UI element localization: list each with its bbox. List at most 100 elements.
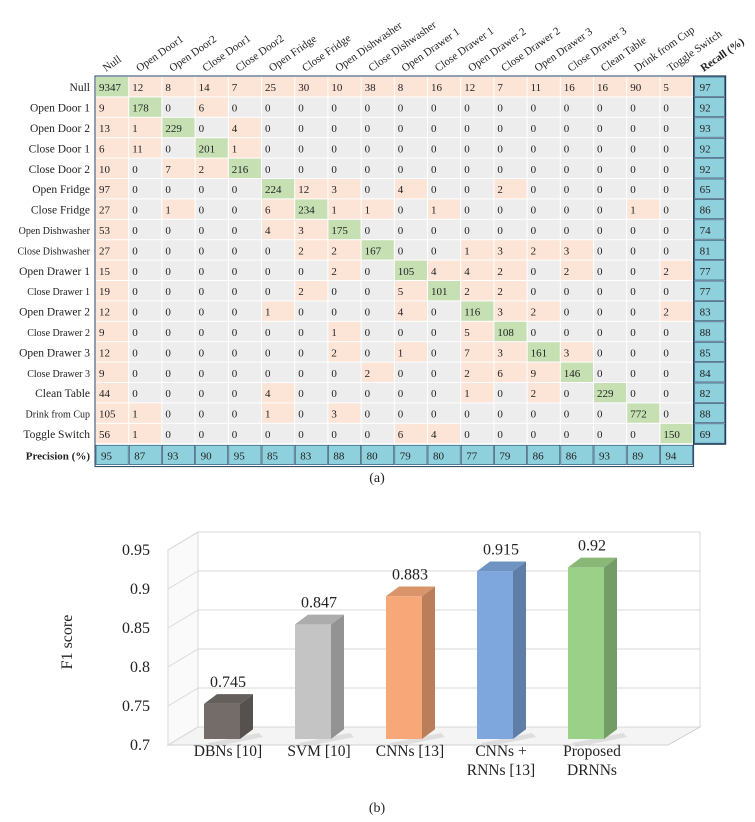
cell-value: 0: [597, 347, 603, 359]
plot-side-wall: [167, 531, 199, 746]
cell-value: 0: [630, 123, 636, 135]
cell-value: 0: [165, 286, 171, 298]
precision-value: 85: [267, 450, 279, 462]
cell-value: 0: [464, 123, 470, 135]
cell-value: 2: [663, 266, 669, 278]
matrix-cell: [162, 383, 195, 403]
cell-value: 0: [365, 327, 371, 339]
cell-value: 0: [464, 184, 470, 196]
cell-value: 0: [232, 409, 238, 421]
precision-value: 80: [433, 450, 445, 462]
matrix-cell: [627, 383, 660, 403]
matrix-cell: [527, 383, 560, 403]
cell-value: 0: [265, 164, 271, 176]
cell-value: 0: [132, 184, 138, 196]
matrix-cell: [328, 321, 361, 342]
cell-value: 0: [531, 103, 537, 115]
matrix-cell: [660, 240, 693, 260]
recall-value: 77: [700, 266, 712, 278]
matrix-cell: [594, 301, 627, 321]
cell-value: 116: [464, 307, 481, 319]
precision-cell: [427, 444, 461, 465]
cell-value: 7: [464, 347, 470, 359]
cell-value: 0: [663, 327, 669, 339]
cell-value: 0: [597, 184, 603, 196]
cell-value: 0: [331, 123, 337, 135]
matrix-cell: [295, 179, 328, 199]
cell-value: 0: [431, 368, 437, 380]
matrix-cell: [328, 260, 361, 280]
matrix-cell: [195, 240, 228, 260]
precision-value: 95: [101, 450, 113, 462]
matrix-cell: [594, 342, 627, 362]
precision-cell: [328, 444, 361, 465]
matrix-cell: [228, 362, 261, 382]
cell-value: 0: [365, 184, 371, 196]
cell-value: 1: [331, 205, 337, 217]
caption-b: (b): [369, 801, 386, 816]
y-tick-label: 0.9: [130, 581, 150, 598]
gridline-side: [167, 726, 199, 746]
precision-cell: [394, 444, 428, 465]
matrix-cell: [627, 158, 660, 178]
matrix-cell: [262, 77, 295, 97]
recall-value: 88: [700, 409, 712, 421]
cell-value: 0: [165, 266, 171, 278]
cell-value: 0: [232, 266, 238, 278]
cell-value: 0: [630, 388, 636, 400]
recall-cell: [694, 362, 725, 383]
matrix-cell: [394, 321, 427, 342]
cell-value: 234: [298, 205, 315, 217]
bar-side: [331, 614, 344, 739]
cell-value: 3: [298, 225, 304, 237]
matrix-cell: [660, 179, 693, 199]
cell-value: 25: [265, 82, 277, 94]
cell-value: 0: [365, 266, 371, 278]
cell-value: 5: [398, 286, 404, 298]
bar-top: [295, 614, 344, 625]
matrix-cell: [560, 179, 593, 199]
y-axis-label: F1 score: [59, 615, 76, 670]
precision-value: 80: [367, 450, 379, 462]
cell-value: 8: [165, 82, 171, 94]
cell-value: 0: [298, 123, 304, 135]
matrix-cell: [162, 77, 195, 97]
matrix-cell: [428, 281, 461, 301]
cell-value: 0: [564, 184, 570, 196]
cell-value: 150: [663, 429, 680, 441]
bar-shadow: [390, 733, 445, 747]
matrix-cell: [594, 199, 627, 219]
matrix-cell: [96, 301, 129, 321]
cell-value: 0: [199, 368, 205, 380]
matrix-cell: [660, 362, 693, 382]
matrix-cell: [295, 117, 328, 138]
matrix-cell: [527, 362, 560, 382]
recall-cell: [694, 403, 725, 424]
recall-value: 92: [700, 103, 711, 115]
matrix-cell: [428, 321, 461, 342]
cell-value: 0: [398, 368, 404, 380]
cell-value: 0: [630, 225, 636, 237]
gridline-side: [167, 531, 199, 551]
cell-value: 0: [630, 184, 636, 196]
cell-value: 0: [531, 409, 537, 421]
cell-value: 0: [165, 245, 171, 257]
cell-value: 0: [365, 143, 371, 155]
matrix-cell: [361, 179, 394, 199]
matrix-cell: [394, 117, 427, 138]
matrix-cell: [560, 423, 593, 444]
matrix-cell: [328, 77, 361, 97]
cell-value: 161: [531, 347, 548, 359]
recall-cell: [694, 301, 725, 322]
recall-value: 74: [700, 225, 712, 237]
matrix-cell: [162, 158, 195, 178]
cell-value: 0: [165, 184, 171, 196]
matrix-cell: [228, 321, 261, 342]
matrix-cell: [560, 281, 593, 301]
cell-value: 2: [464, 368, 470, 380]
cell-value: 2: [331, 245, 337, 257]
matrix-cell: [494, 281, 527, 301]
cell-value: 56: [99, 429, 111, 441]
matrix-cell: [461, 77, 494, 97]
cell-value: 0: [663, 103, 669, 115]
